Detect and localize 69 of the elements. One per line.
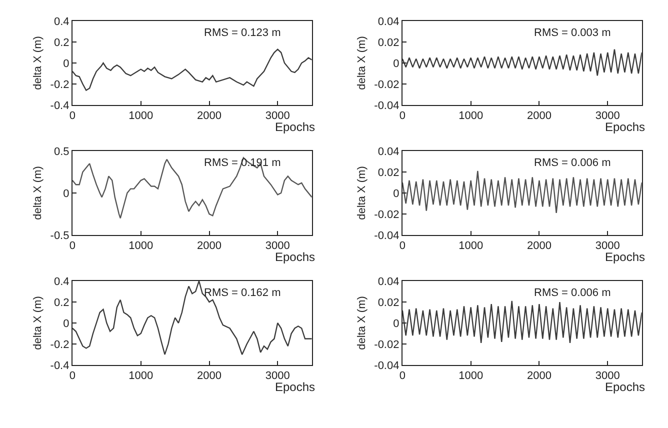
annotation: RMS = 0.006 m	[534, 287, 611, 299]
y-axis-title: delta X (m)	[356, 36, 368, 90]
y-tick-label: 0	[393, 188, 400, 200]
y-tick-label: 0.5	[54, 146, 70, 158]
x-tick-label: 1000	[128, 110, 154, 122]
x-axis-title: Epochs	[605, 380, 646, 394]
y-tick-label: -0.02	[374, 208, 400, 221]
x-tick-label: 3000	[595, 370, 620, 382]
y-tick-label: 0.4	[54, 16, 70, 28]
y-tick-label: 0.02	[378, 166, 400, 179]
y-tick-label: -0.4	[50, 100, 70, 112]
x-axis-title: Epochs	[275, 380, 316, 394]
y-axis-title: delta X (m)	[356, 296, 368, 350]
y-tick-label: 0.2	[54, 36, 70, 49]
x-axis-title: Epochs	[605, 250, 646, 264]
y-tick-label: 0.04	[378, 276, 400, 288]
y-tick-label: 0.02	[378, 36, 400, 49]
x-axis-title: Epochs	[605, 120, 646, 134]
annotation: RMS = 0.123 m	[204, 27, 281, 39]
x-tick-label: 2000	[526, 370, 552, 382]
x-tick-label: 2000	[197, 370, 222, 382]
x-tick-label: 1000	[458, 240, 484, 252]
y-tick-label: 0	[63, 318, 70, 330]
y-tick-label: 0	[63, 188, 70, 200]
x-tick-label: 1000	[128, 240, 154, 252]
x-axis-title: Epochs	[275, 120, 316, 134]
x-tick-label: 3000	[265, 240, 290, 252]
x-tick-label: 1000	[458, 370, 484, 382]
y-tick-label: 0.04	[378, 146, 400, 158]
x-tick-label: 2000	[526, 240, 552, 252]
y-tick-label: 0	[393, 318, 400, 330]
y-tick-label: 0	[393, 58, 400, 70]
x-axis-title: Epochs	[275, 250, 316, 264]
y-tick-label: 0.04	[378, 16, 400, 28]
annotation: RMS = 0.162 m	[204, 287, 281, 299]
x-tick-label: 1000	[458, 110, 484, 122]
y-tick-label: -0.2	[50, 338, 70, 351]
y-axis-title: delta X (m)	[32, 36, 44, 90]
y-tick-label: 0.02	[378, 296, 400, 309]
y-tick-label: -0.5	[50, 230, 70, 242]
y-axis-title: delta X (m)	[32, 296, 44, 350]
y-tick-label: -0.04	[374, 360, 400, 372]
line-series	[72, 48, 312, 91]
annotation: RMS = 0.006 m	[534, 157, 611, 169]
y-tick-label: -0.04	[374, 230, 400, 242]
x-tick-label: 3000	[265, 110, 290, 122]
line-series	[402, 170, 642, 214]
y-tick-label: -0.4	[50, 360, 70, 372]
x-tick-label: 2000	[197, 240, 222, 252]
y-axis-title: delta X (m)	[32, 166, 44, 220]
y-tick-label: -0.04	[374, 100, 400, 112]
y-axis-title: delta X (m)	[356, 166, 368, 220]
x-tick-label: 1000	[128, 370, 154, 382]
y-tick-label: -0.02	[374, 338, 400, 351]
x-tick-label: 3000	[595, 110, 620, 122]
y-tick-label: 0.2	[54, 296, 70, 309]
y-tick-label: 0	[63, 58, 70, 70]
line-series	[72, 157, 312, 219]
x-tick-label: 3000	[595, 240, 620, 252]
y-tick-label: -0.02	[374, 78, 400, 91]
y-tick-label: 0.4	[54, 276, 70, 288]
line-series	[72, 281, 312, 356]
y-tick-label: -0.2	[50, 78, 70, 91]
line-series	[402, 300, 642, 344]
line-series	[402, 48, 642, 76]
x-tick-label: 3000	[265, 370, 290, 382]
x-tick-label: 2000	[197, 110, 222, 122]
annotation: RMS = 0.003 m	[534, 27, 611, 39]
x-tick-label: 2000	[526, 110, 552, 122]
